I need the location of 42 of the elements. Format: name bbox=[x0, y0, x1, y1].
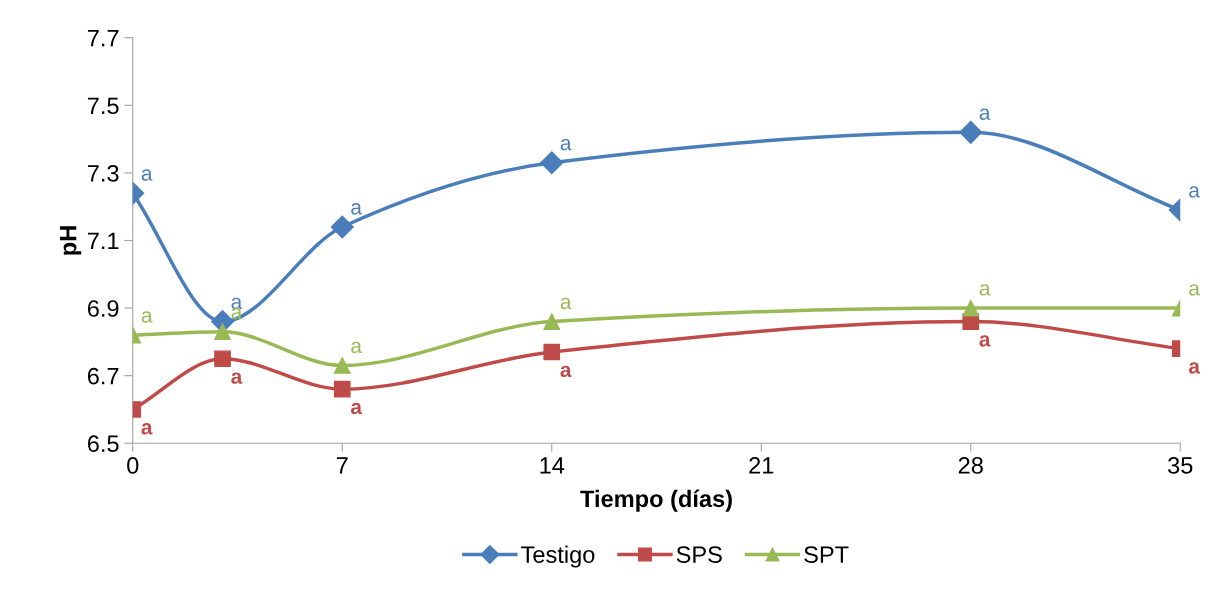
y-tick-label: 7.3 bbox=[87, 164, 119, 182]
data-label: a bbox=[1189, 186, 1200, 198]
data-label: a bbox=[231, 372, 243, 384]
point bbox=[543, 343, 561, 361]
y-axis-title: pH bbox=[60, 226, 82, 255]
point bbox=[330, 215, 354, 239]
y-tick-label: 7.5 bbox=[87, 97, 119, 115]
data-label: a bbox=[141, 423, 153, 435]
data-label: a bbox=[1189, 284, 1200, 296]
legend-label: Testigo bbox=[521, 545, 595, 568]
y-tick-label: 6.7 bbox=[87, 367, 119, 385]
point bbox=[214, 350, 231, 368]
data-label: a bbox=[350, 402, 363, 415]
point bbox=[333, 380, 351, 398]
y-tick-label: 6.9 bbox=[87, 300, 119, 317]
legend-label: SPT bbox=[804, 546, 849, 563]
y-tick-label: 7.1 bbox=[87, 232, 119, 250]
data-label: a bbox=[979, 335, 991, 347]
data-label: a bbox=[141, 169, 153, 181]
x-tick-label: 14 bbox=[540, 457, 565, 474]
data-label: a bbox=[560, 297, 572, 310]
point bbox=[214, 323, 231, 341]
data-label: a bbox=[560, 138, 572, 151]
data-label: a bbox=[560, 365, 572, 378]
data-label: a bbox=[1188, 362, 1201, 374]
x-tick-label: 28 bbox=[958, 457, 983, 474]
point bbox=[333, 357, 351, 374]
data-label: a bbox=[141, 311, 153, 323]
x-axis-title: Tiempo (días) bbox=[580, 489, 732, 512]
x-tick-label: 21 bbox=[749, 457, 774, 474]
data-label: a bbox=[979, 284, 991, 296]
data-label: a bbox=[979, 108, 991, 120]
point bbox=[540, 151, 564, 175]
y-tick-label: 7.7 bbox=[87, 30, 119, 47]
x-tick-label: 0 bbox=[127, 457, 139, 474]
x-tick-label: 35 bbox=[1168, 457, 1193, 474]
y-tick-label: 6.5 bbox=[87, 435, 119, 453]
data-label: a bbox=[351, 341, 362, 354]
point bbox=[543, 313, 561, 330]
legend-label: SPS bbox=[676, 546, 722, 563]
x-tick-label: 7 bbox=[336, 457, 348, 474]
data-label: a bbox=[351, 203, 362, 215]
